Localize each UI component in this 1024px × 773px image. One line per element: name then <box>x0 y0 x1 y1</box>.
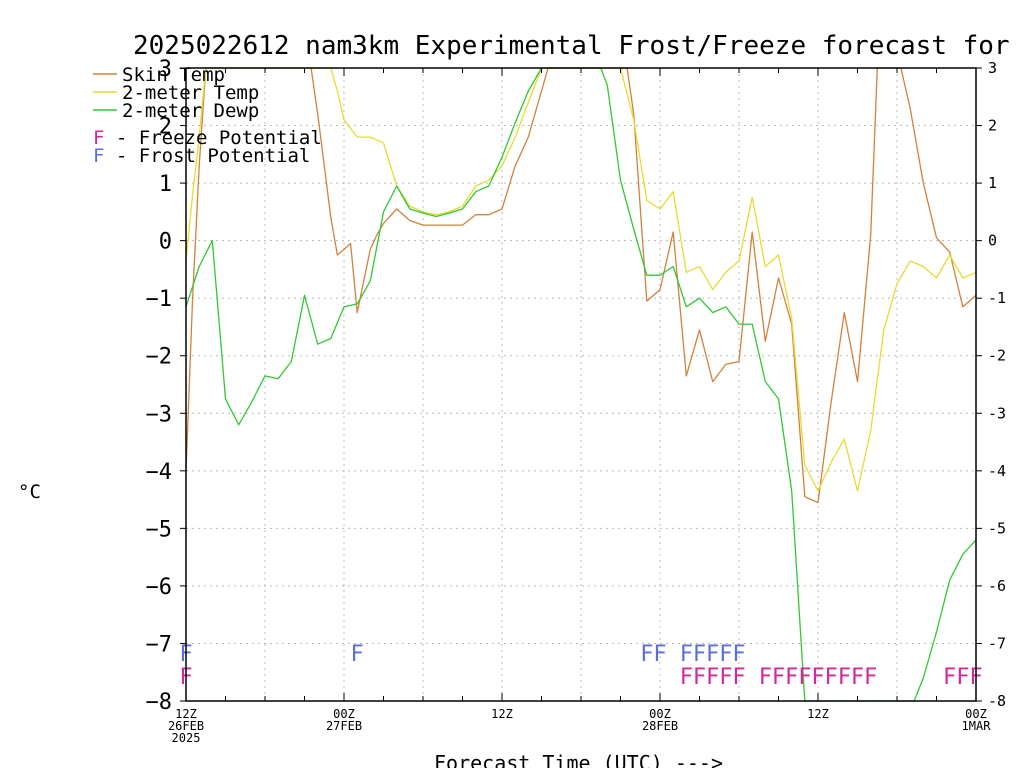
y-tick-label-left: −5 <box>146 517 173 542</box>
y-tick-label-right: 1 <box>988 174 997 192</box>
y-tick-label-right: -5 <box>988 519 1006 537</box>
y-tick-label-right: -7 <box>988 634 1006 652</box>
y-tick-label-left: −6 <box>146 575 173 600</box>
y-tick-label-right: 2 <box>988 117 997 135</box>
marker-legend-text: - Frost Potential <box>104 145 310 167</box>
y-tick-label-right: -2 <box>988 347 1006 365</box>
marker-freeze-potential: F <box>864 665 877 690</box>
x-tick-label: 2025 <box>172 731 201 745</box>
series-line-2-meter-dewp <box>185 67 977 702</box>
marker-frost-potential: F <box>732 642 745 667</box>
marker-freeze-potential: F <box>825 665 838 690</box>
x-axis-label: Forecast Time (UTC) ---> <box>434 751 723 768</box>
x-tick-label: 00Z <box>333 707 355 721</box>
marker-frost-potential: F <box>640 642 653 667</box>
y-tick-label-left: 2 <box>159 115 172 140</box>
marker-freeze-potential: F <box>956 665 969 690</box>
x-tick-label: 27FEB <box>326 719 362 733</box>
y-tick-label-right: -6 <box>988 577 1006 595</box>
x-tick-label: 1MAR <box>962 719 992 733</box>
x-tick-label: 00Z <box>649 707 671 721</box>
y-tick-label-right: -8 <box>988 692 1006 710</box>
y-tick-label-left: −1 <box>146 287 173 312</box>
marker-freeze-potential: F <box>785 665 798 690</box>
marker-frost-potential: F <box>653 642 666 667</box>
y-tick-label-left: −8 <box>146 690 173 715</box>
y-tick-label-right: 3 <box>988 59 997 77</box>
chart-title: 2025022612 nam3km Experimental Frost/Fre… <box>133 31 1024 61</box>
series-line-2-meter-temp <box>185 67 977 492</box>
y-tick-label-right: -4 <box>988 462 1006 480</box>
x-tick-label: 28FEB <box>642 719 678 733</box>
potential-markers: F F F F F F F F FF F F F F F F F F F F F F F F F F F <box>179 642 982 690</box>
x-tick-label: 12Z <box>491 707 513 721</box>
y-tick-label-left: −4 <box>146 460 173 485</box>
y-tick-label-left: −3 <box>146 402 173 427</box>
marker-freeze-potential: F <box>732 665 745 690</box>
marker-freeze-potential: F <box>811 665 824 690</box>
marker-frost-potential: F <box>693 642 706 667</box>
marker-freeze-potential: F <box>798 665 811 690</box>
legend-label: Skin Temp <box>122 64 225 86</box>
y-tick-label-left: 3 <box>159 57 172 82</box>
marker-legend-symbol: F <box>93 145 104 167</box>
x-tick-label: 26FEB <box>168 719 204 733</box>
legend-label: 2-meter Temp <box>122 82 259 104</box>
marker-legend-symbol: F <box>93 127 104 149</box>
x-tick-label: 00Z <box>965 707 987 721</box>
y-tick-label-left: 0 <box>159 230 172 255</box>
marker-legend-entry: F - Frost Potential <box>93 145 310 167</box>
legend-label: 2-meter Dewp <box>122 100 259 122</box>
marker-frost-potential: F <box>719 642 732 667</box>
marker-freeze-potential: F <box>706 665 719 690</box>
x-tick-label: 12Z <box>175 707 197 721</box>
marker-freeze-potential: F <box>772 665 785 690</box>
marker-legend-entry: F - Freeze Potential <box>93 127 322 149</box>
marker-frost-potential: F <box>351 642 364 667</box>
x-tick-label: 12Z <box>807 707 829 721</box>
marker-freeze-potential: F <box>838 665 851 690</box>
marker-freeze-potential: F <box>719 665 732 690</box>
y-tick-label-right: 0 <box>988 232 997 250</box>
y-tick-label-left: −7 <box>146 632 173 657</box>
marker-freeze-potential: F <box>759 665 772 690</box>
y-axis-label: °C <box>18 481 41 503</box>
y-tick-label-left: −2 <box>146 345 173 370</box>
y-tick-label-left: 1 <box>159 172 172 197</box>
y-tick-label-right: -1 <box>988 289 1006 307</box>
marker-freeze-potential: F <box>943 665 956 690</box>
marker-freeze-potential: F <box>851 665 864 690</box>
marker-freeze-potential: F <box>693 665 706 690</box>
marker-legend-text: - Freeze Potential <box>104 127 321 149</box>
axis-ticks: 3 3 2 2 1 1 0 0 −1 -1 −2 -2 −3 -3 −4 -4 −5 -5 −6 -6 −7 -7 −8 -8… <box>146 57 1007 745</box>
marker-frost-potential: F <box>680 642 693 667</box>
marker-frost-potential: F <box>706 642 719 667</box>
marker-freeze-potential: F <box>680 665 693 690</box>
y-tick-label-right: -3 <box>988 404 1006 422</box>
